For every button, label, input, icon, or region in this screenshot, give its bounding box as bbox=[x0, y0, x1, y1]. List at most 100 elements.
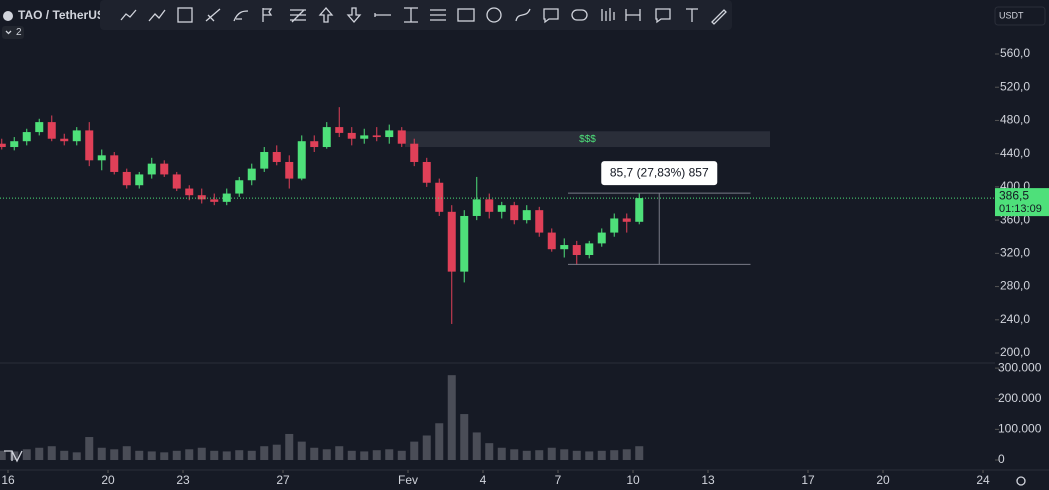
candle-body bbox=[60, 138, 69, 142]
comment-tool[interactable] bbox=[655, 8, 671, 24]
volume-bar bbox=[297, 441, 306, 460]
x-tick-label: Fev bbox=[398, 473, 418, 487]
x-tick-label: 20 bbox=[101, 473, 115, 487]
candle-body bbox=[72, 130, 81, 142]
volume-bar bbox=[285, 433, 294, 460]
x-tick-label: 7 bbox=[555, 473, 562, 487]
candle-body bbox=[322, 127, 331, 148]
x-tick-label: 20 bbox=[876, 473, 890, 487]
volume-bar bbox=[472, 432, 481, 460]
rect-tool[interactable] bbox=[177, 7, 193, 23]
arrow-down-tool[interactable] bbox=[346, 7, 362, 23]
symbol-logo bbox=[3, 11, 13, 21]
volume-bar bbox=[97, 447, 106, 460]
path-tool[interactable] bbox=[148, 9, 166, 22]
volume-bar bbox=[172, 450, 181, 460]
volume-bar bbox=[535, 450, 544, 460]
arrow-up-tool[interactable] bbox=[318, 7, 334, 23]
x-tick-label: 16 bbox=[1, 473, 15, 487]
candle-body bbox=[197, 195, 206, 200]
volume-bar bbox=[347, 450, 356, 460]
y-tick-label: 240,0 bbox=[1000, 312, 1030, 326]
volume-bar bbox=[372, 450, 381, 460]
volume-bar bbox=[322, 449, 331, 460]
volume-bar bbox=[410, 441, 419, 460]
volume-bar bbox=[460, 414, 469, 460]
candle-body bbox=[247, 168, 256, 181]
volume-tick-label: 200.000 bbox=[998, 391, 1042, 405]
pen-tool[interactable] bbox=[711, 9, 727, 25]
candle-body bbox=[160, 163, 169, 175]
fib-tool[interactable] bbox=[205, 8, 221, 22]
flag-tool[interactable] bbox=[262, 8, 273, 22]
zone-label: $$$ bbox=[579, 134, 596, 145]
zone-box bbox=[405, 131, 770, 148]
x-tick-label: 24 bbox=[976, 473, 990, 487]
volume-bar bbox=[235, 450, 244, 460]
currency-selector[interactable] bbox=[994, 6, 1046, 26]
text-tool[interactable] bbox=[404, 7, 418, 23]
volume-tool[interactable] bbox=[601, 8, 615, 21]
countdown-label: 01:13:09 bbox=[999, 203, 1042, 215]
volume-bar bbox=[110, 449, 119, 460]
x-tick-label: 4 bbox=[480, 473, 487, 487]
y-tick-label: 480,0 bbox=[1000, 113, 1030, 127]
candle-body bbox=[35, 122, 44, 133]
brush-tool[interactable] bbox=[233, 10, 249, 22]
volume-bar bbox=[385, 449, 394, 460]
measure-label: 85,7 (27,83%) 857 bbox=[610, 165, 709, 179]
x-tick-label: 10 bbox=[626, 473, 640, 487]
callout-tool[interactable] bbox=[543, 8, 559, 24]
last-price-box bbox=[995, 188, 1049, 217]
toolbar-icons bbox=[120, 7, 727, 25]
volume-bar bbox=[522, 450, 531, 460]
candle-body bbox=[0, 143, 6, 148]
candle-body bbox=[97, 155, 106, 161]
volume-bar bbox=[85, 437, 94, 460]
indicator-toggle[interactable] bbox=[2, 26, 24, 39]
candle-body bbox=[460, 215, 469, 272]
volume-bar bbox=[585, 451, 594, 460]
label-tool[interactable] bbox=[686, 8, 698, 22]
volume-tick-label: 0 bbox=[998, 452, 1005, 466]
y-tick-label: 280,0 bbox=[1000, 279, 1030, 293]
candle-body bbox=[585, 243, 594, 256]
volume-bar bbox=[35, 447, 44, 460]
circle-tool[interactable] bbox=[486, 7, 502, 23]
date-range-tool[interactable] bbox=[625, 9, 641, 21]
currency-label: USDT bbox=[999, 10, 1024, 20]
last-price-label: 386,5 bbox=[999, 188, 1029, 202]
candle-body bbox=[547, 232, 556, 250]
candle-body bbox=[110, 155, 119, 172]
hline-tool[interactable] bbox=[374, 13, 391, 17]
x-tick-label: 27 bbox=[276, 473, 290, 487]
lines-tool[interactable] bbox=[430, 9, 446, 21]
symbol-title[interactable]: TAO / TetherUS bbox=[18, 8, 105, 22]
candle-body bbox=[347, 132, 356, 139]
volume-bar bbox=[497, 447, 506, 460]
curve-tool[interactable] bbox=[515, 8, 531, 22]
candle-body bbox=[10, 141, 19, 148]
candle-body bbox=[172, 174, 181, 189]
trend-tool[interactable] bbox=[120, 9, 137, 21]
channel-tool[interactable] bbox=[290, 9, 306, 23]
volume-bar bbox=[397, 450, 406, 460]
candle-body bbox=[397, 130, 406, 144]
volume-bar bbox=[72, 452, 81, 460]
range-tool[interactable] bbox=[457, 8, 475, 22]
plot-area: $$$ 85,7 (27,83%) 857 bbox=[0, 107, 995, 460]
volume-bar bbox=[560, 449, 569, 460]
settings-icon[interactable] bbox=[1016, 476, 1026, 486]
volume-tick-label: 300.000 bbox=[998, 360, 1042, 374]
candle-body bbox=[122, 171, 131, 186]
volume-bar bbox=[510, 449, 519, 460]
candle-body bbox=[210, 199, 219, 202]
ellipse-tool[interactable] bbox=[571, 9, 588, 21]
candle-body bbox=[635, 198, 644, 222]
candle-body bbox=[360, 135, 369, 139]
chevron-icon bbox=[5, 30, 12, 35]
candle-body bbox=[410, 143, 419, 162]
candle-body bbox=[147, 163, 156, 175]
candle-body bbox=[597, 232, 606, 244]
